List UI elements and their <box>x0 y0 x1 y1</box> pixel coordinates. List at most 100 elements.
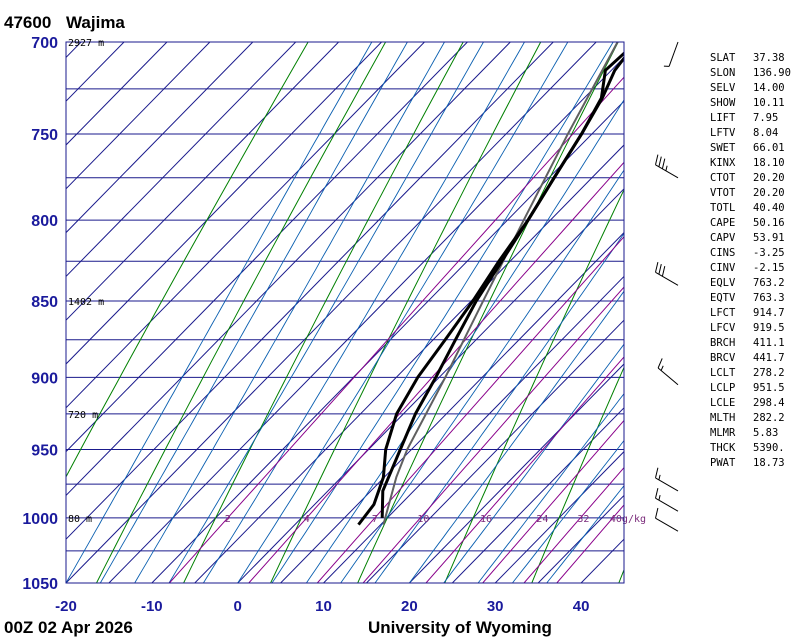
index-value: -2.15 <box>753 262 785 274</box>
index-name: BRCH <box>710 337 735 349</box>
index-name: LIFT <box>710 112 736 124</box>
height-label: 1402 m <box>68 297 104 308</box>
pressure-tick-label: 850 <box>31 294 58 311</box>
index-name: SHOW <box>710 97 736 109</box>
wind-barb <box>655 154 679 179</box>
wind-barb <box>655 487 679 512</box>
index-name: BRCV <box>710 352 736 364</box>
index-name: CINS <box>710 247 735 259</box>
mixing-ratio-line <box>482 419 624 583</box>
mixing-ratio-label: 40g/kg <box>610 514 646 525</box>
index-name: SELV <box>710 82 736 94</box>
mixing-ratio-label: 16 <box>480 514 492 525</box>
index-name: KINX <box>710 157 736 169</box>
axis-labels: 2 4 7 10 16 24 32 40g/kg70075080085090095010001… <box>22 35 646 615</box>
index-name: LFCT <box>710 307 736 319</box>
mixing-ratio-label: 24 <box>536 514 548 525</box>
observation-time: 00Z 02 Apr 2026 <box>4 618 133 637</box>
background-grid <box>66 42 800 583</box>
stability-indices: SLAT 37.38 SLON 136.90 SELV 14.00 SHOW 10.11 LIF… <box>710 52 791 469</box>
index-name: MLMR <box>710 427 736 439</box>
dry-adiabat <box>183 42 464 583</box>
mixing-ratio-line <box>362 286 624 583</box>
wind-barb <box>655 467 679 492</box>
index-name: LCLE <box>710 397 735 409</box>
dry-adiabat <box>270 42 542 583</box>
index-value: 919.5 <box>753 322 785 334</box>
moist-adiabat <box>66 42 373 583</box>
isotherm-line <box>66 42 168 146</box>
moist-adiabat <box>237 42 569 583</box>
station-id: 47600 <box>4 13 51 32</box>
pressure-tick-label: 950 <box>31 443 58 460</box>
isotherm-line <box>409 363 624 583</box>
temperature-tick-label: -10 <box>141 598 163 615</box>
moist-adiabat <box>546 485 624 583</box>
height-label: 80 m <box>68 514 92 525</box>
index-name: MLTH <box>710 412 735 424</box>
temperature-line <box>380 55 624 518</box>
isotherm-line <box>280 231 624 583</box>
isotherm-line <box>151 100 624 583</box>
mixing-ratio-line <box>556 504 624 583</box>
height-label: 720 m <box>68 410 98 421</box>
index-value: 40.40 <box>753 202 785 214</box>
temperature-tick-label: 40 <box>573 598 590 615</box>
dry-adiabat <box>96 42 387 583</box>
index-name: SLON <box>710 67 735 79</box>
index-name: LCLT <box>710 367 736 379</box>
mixing-ratio-line <box>169 76 624 583</box>
index-name: EQLV <box>710 277 736 289</box>
station-name: Wajima <box>66 13 125 32</box>
index-value: 298.4 <box>753 397 785 409</box>
index-value: 951.5 <box>753 382 785 394</box>
index-value: 53.91 <box>753 232 785 244</box>
dry-adiabat <box>793 42 800 583</box>
index-value: 914.7 <box>753 307 785 319</box>
moist-adiabat <box>271 42 614 583</box>
mixing-ratio-label: 32 <box>577 514 589 525</box>
index-value: 37.38 <box>753 52 785 64</box>
isotherm-line <box>66 42 125 102</box>
sounding-profiles <box>357 42 624 526</box>
isotherm-line <box>108 56 624 583</box>
isotherm-line <box>66 42 554 540</box>
index-value: 278.2 <box>753 367 785 379</box>
isotherm-line <box>66 42 511 497</box>
index-value: 66.01 <box>753 142 785 154</box>
moist-adiabat <box>306 99 624 583</box>
index-value: 50.16 <box>753 217 785 229</box>
temperature-tick-label: 10 <box>315 598 332 615</box>
index-value: 441.7 <box>753 352 785 364</box>
moist-adiabat <box>340 169 624 583</box>
moist-adiabat <box>168 42 485 583</box>
pressure-tick-label: 750 <box>31 127 58 144</box>
dry-adiabat <box>444 188 624 583</box>
isotherm-line <box>66 42 82 59</box>
mixing-ratio-line <box>425 356 624 583</box>
index-name: CAPV <box>710 232 736 244</box>
pressure-tick-label: 1050 <box>22 576 58 593</box>
index-name: EQTV <box>710 292 736 304</box>
index-name: THCK <box>710 442 736 454</box>
isotherm-line <box>66 42 254 234</box>
height-label: 2927 m <box>68 38 104 49</box>
temperature-tick-label: -20 <box>55 598 77 615</box>
index-value: 282.2 <box>753 412 785 424</box>
wind-barb <box>657 358 679 386</box>
index-value: 8.04 <box>753 127 778 139</box>
dry-adiabat <box>357 42 619 583</box>
dry-adiabat <box>531 366 624 583</box>
index-value: 411.1 <box>753 337 785 349</box>
moist-adiabat <box>409 290 624 583</box>
isotherm-line <box>66 42 211 190</box>
wind-barbs <box>655 41 679 532</box>
index-name: VTOT <box>710 187 736 199</box>
moist-adiabat <box>134 42 446 583</box>
mixing-ratio-label: 10 <box>417 514 429 525</box>
mixing-ratio-line <box>316 236 624 583</box>
index-value: 10.11 <box>753 97 785 109</box>
isotherm-line <box>194 144 624 583</box>
pressure-tick-label: 800 <box>31 213 58 230</box>
